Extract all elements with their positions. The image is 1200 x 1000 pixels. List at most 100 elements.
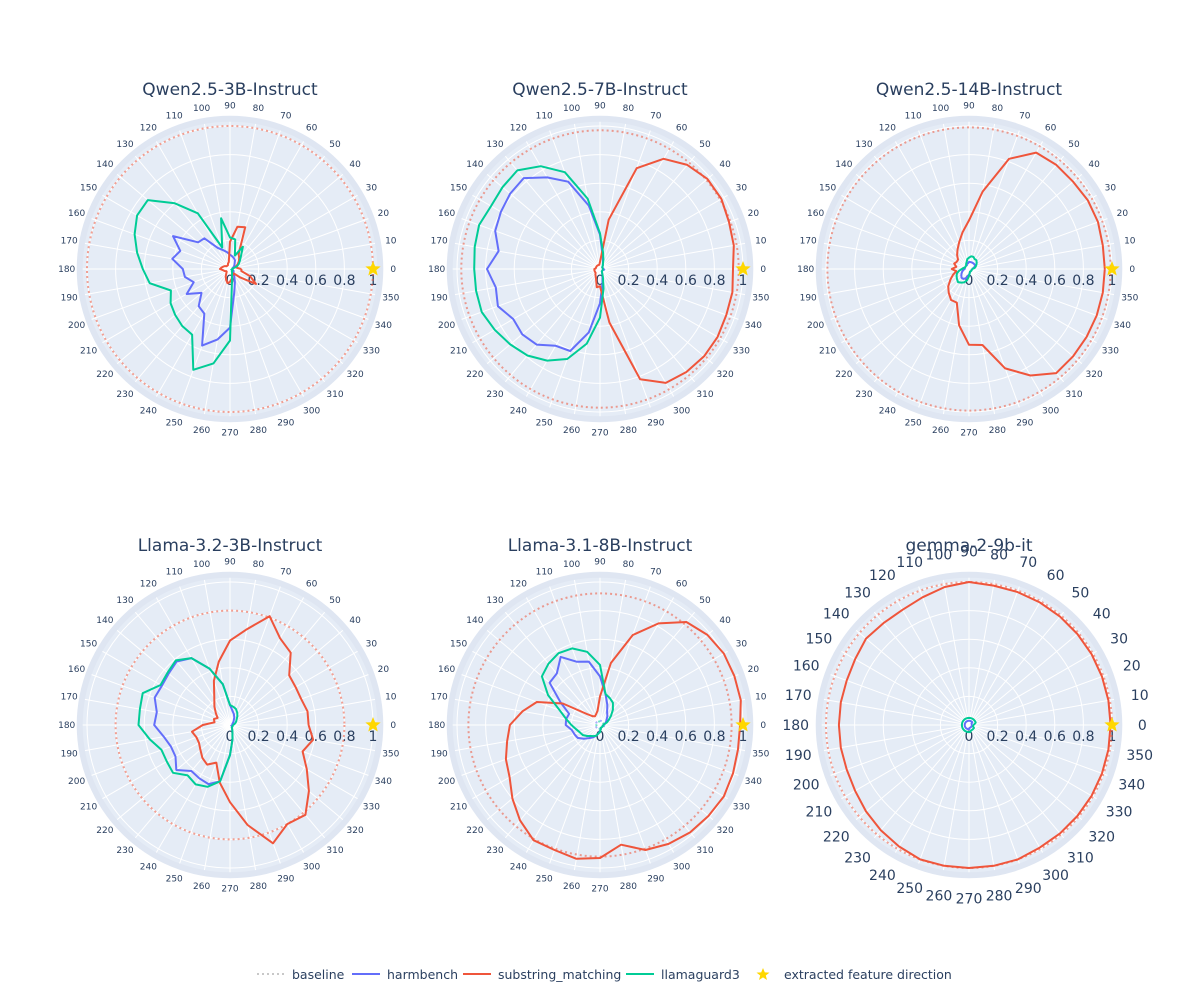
angular-tick-label: 350 [752, 749, 769, 759]
legend-item-substring-matching[interactable]: substring_matching [462, 962, 621, 986]
series-line-harmbench[interactable] [963, 719, 974, 731]
angular-gridline [873, 724, 970, 839]
angular-gridline [155, 724, 231, 853]
angular-gridline [830, 218, 970, 270]
angular-tick-label: 230 [844, 851, 871, 867]
series-line-llamaguard3[interactable] [133, 199, 244, 371]
angular-tick-label: 90 [594, 102, 606, 112]
angular-tick-label: 180 [428, 265, 445, 275]
angular-tick-label: 140 [96, 616, 113, 626]
series-line-llamaguard3[interactable] [955, 255, 978, 284]
angular-gridline [599, 173, 714, 270]
angular-tick-label: 70 [1019, 555, 1037, 571]
series-line-llamaguard3[interactable] [960, 716, 977, 734]
angular-gridline [894, 597, 970, 726]
radial-tick-label: 0.8 [703, 273, 725, 289]
angular-gridline [229, 597, 305, 726]
angular-gridline [599, 268, 675, 397]
angular-gridline [968, 173, 1083, 270]
angular-gridline [229, 611, 326, 726]
angular-tick-label: 160 [793, 659, 820, 675]
angular-tick-label: 190 [61, 749, 78, 759]
angular-tick-label: 170 [431, 237, 448, 247]
angular-gridline [873, 611, 970, 726]
angular-tick-label: 90 [963, 102, 975, 112]
angular-gridline [599, 218, 739, 270]
angular-tick-label: 190 [61, 293, 78, 303]
radial-tick-label: 0.2 [986, 729, 1008, 745]
angular-tick-label: 210 [450, 347, 467, 357]
angular-gridline [229, 724, 305, 853]
angular-gridline [968, 268, 1097, 344]
angular-gridline [179, 724, 231, 864]
extracted-feature-direction-star-icon[interactable] [365, 717, 381, 732]
angular-gridline [968, 724, 1097, 800]
angular-gridline [472, 194, 601, 270]
extracted-feature-direction-star-icon[interactable] [365, 261, 381, 276]
angular-tick-label: 340 [1114, 321, 1131, 331]
angular-gridline [599, 724, 696, 839]
legend-item-llamaguard3[interactable]: llamaguard3 [625, 962, 740, 986]
angular-gridline [472, 650, 601, 726]
legend-swatch-line-icon [463, 973, 491, 975]
angular-gridline [573, 123, 601, 270]
angular-tick-label: 260 [193, 882, 210, 892]
subplot-title: Qwen2.5-3B-Instruct [142, 80, 318, 100]
extracted-feature-direction-star-icon[interactable] [1104, 261, 1120, 276]
series-line-harmbench[interactable] [171, 235, 236, 347]
angular-gridline [823, 268, 970, 296]
angular-tick-label: 200 [68, 321, 85, 331]
angular-tick-label: 170 [800, 237, 817, 247]
radial-tick-label: 0.8 [333, 729, 355, 745]
angular-tick-label: 270 [960, 428, 977, 438]
series-line-substring-matching[interactable] [947, 151, 1106, 377]
series-line-substring-matching[interactable] [837, 581, 1112, 869]
series-line-llamaguard3[interactable] [540, 647, 614, 738]
angular-gridline [968, 611, 1065, 726]
series-line-substring-matching[interactable] [504, 621, 742, 860]
angular-gridline [918, 586, 970, 726]
series-line-llamaguard3[interactable] [473, 165, 605, 362]
angular-gridline [599, 268, 696, 383]
extracted-feature-direction-star-icon[interactable] [735, 717, 751, 732]
angular-gridline [91, 268, 231, 320]
extracted-feature-direction-star-icon[interactable] [1104, 717, 1120, 732]
angular-tick-label: 180 [428, 721, 445, 731]
angular-gridline [229, 650, 358, 726]
angular-tick-label: 330 [1102, 347, 1119, 357]
angular-tick-label: 340 [745, 777, 762, 787]
radial-tick-label: 0.8 [1072, 729, 1094, 745]
angular-gridline [102, 268, 231, 344]
angular-tick-label: 50 [699, 596, 711, 606]
angular-tick-label: 80 [992, 104, 1004, 114]
angular-tick-label: 310 [326, 846, 343, 856]
extracted-feature-direction-star-icon[interactable] [735, 261, 751, 276]
angular-gridline [968, 268, 996, 415]
angular-gridline [549, 724, 601, 864]
series-line-substring-matching[interactable] [593, 157, 735, 384]
angular-gridline [599, 242, 746, 270]
angular-tick-label: 170 [785, 688, 812, 704]
angular-tick-label: 320 [1088, 829, 1115, 845]
legend-label: extracted feature direction [784, 966, 952, 982]
angular-tick-label: 330 [363, 803, 380, 813]
radial-tick-label: 0.4 [1015, 729, 1037, 745]
angular-tick-label: 280 [986, 889, 1013, 905]
angular-gridline [179, 268, 231, 408]
angular-tick-label: 110 [166, 568, 183, 578]
angular-tick-label: 100 [563, 560, 580, 570]
angular-tick-label: 290 [277, 418, 294, 428]
legend-item-extracted-feature-direction[interactable]: extracted feature direction [748, 962, 952, 986]
legend-item-baseline[interactable]: baseline [256, 962, 344, 986]
series-line-llamaguard3[interactable] [137, 657, 239, 788]
angular-gridline [942, 724, 970, 871]
legend-label: substring_matching [498, 966, 622, 982]
angular-tick-label: 70 [650, 568, 662, 578]
angular-tick-label: 140 [835, 160, 852, 170]
legend-item-harmbench[interactable]: harmbench [351, 962, 458, 986]
angular-tick-label: 100 [193, 104, 210, 114]
angular-gridline [229, 130, 281, 270]
series-line-substring-matching[interactable] [191, 615, 315, 845]
angular-tick-label: 30 [736, 183, 748, 193]
angular-tick-label: 130 [116, 596, 133, 606]
